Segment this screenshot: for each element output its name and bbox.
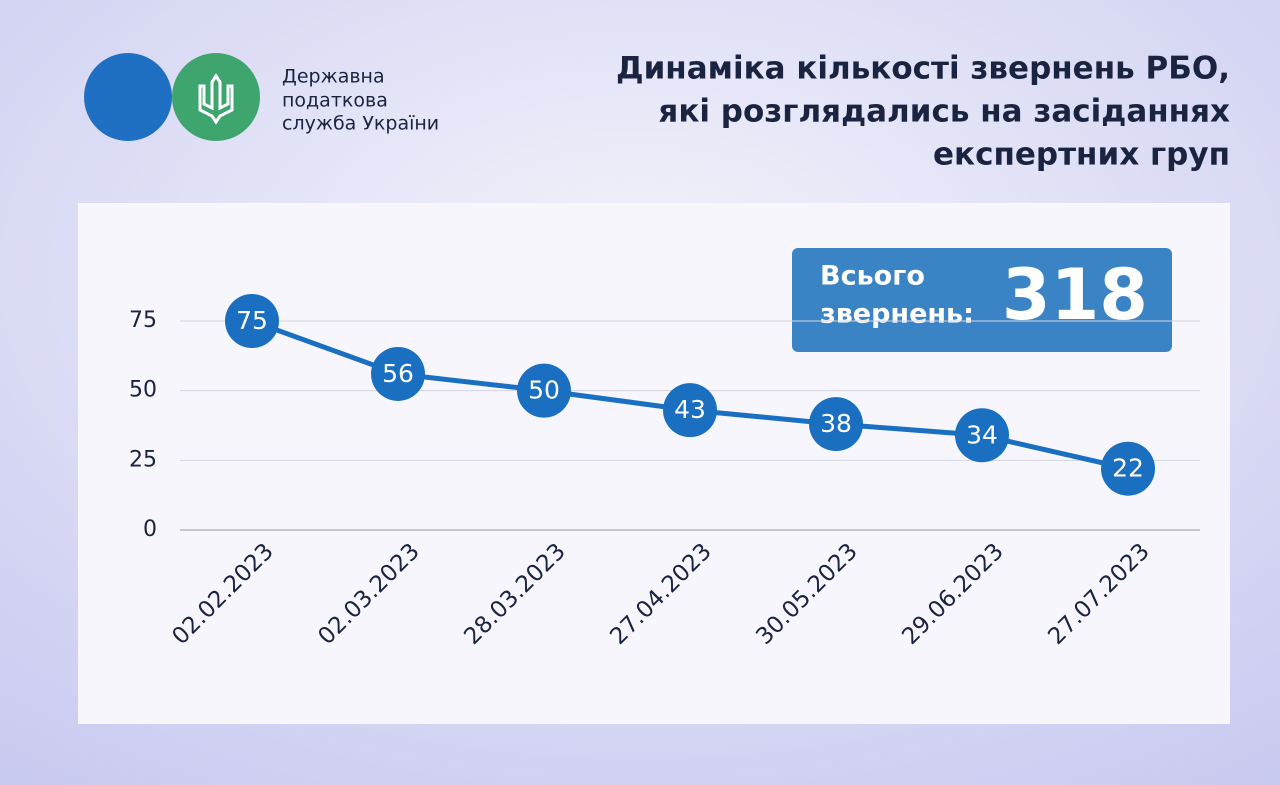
chart-title: Динаміка кількості звернень РБО, які роз… — [616, 51, 1230, 173]
data-point — [225, 294, 279, 348]
title-line: експертних груп — [933, 137, 1230, 173]
y-tick-label: 75 — [129, 308, 157, 333]
data-label: 34 — [966, 420, 998, 449]
data-point — [371, 346, 425, 401]
total: Всього звернень: 318 — [820, 254, 1148, 336]
total-box — [792, 248, 1172, 352]
data-label: 50 — [528, 376, 560, 405]
total-label: Всього — [820, 261, 925, 292]
y-tick-label: 50 — [129, 378, 157, 403]
data-label: 75 — [236, 306, 268, 335]
data-label: 22 — [1112, 454, 1144, 483]
logo-green — [172, 53, 260, 141]
org-line: служба України — [282, 113, 439, 135]
logo-trident — [198, 73, 234, 125]
data-label: 56 — [382, 359, 414, 388]
title-line: які розглядались на засіданнях — [658, 94, 1230, 130]
y-tick-label: 0 — [143, 517, 157, 542]
data-point — [663, 383, 717, 438]
data-point — [1101, 441, 1155, 496]
data-label: 43 — [674, 395, 706, 424]
logo-blue — [84, 53, 172, 141]
total-value: 318 — [1002, 254, 1148, 336]
data-point — [955, 408, 1009, 463]
org-name: Державна податкова служба України — [282, 66, 439, 135]
data-label: 38 — [820, 409, 852, 438]
org-line: податкова — [282, 90, 388, 112]
data-point — [517, 363, 571, 418]
org-line: Державна — [282, 66, 385, 88]
total-label: звернень: — [820, 299, 974, 330]
data-point — [809, 397, 863, 452]
title-line: Динаміка кількості звернень РБО, — [616, 51, 1230, 87]
y-tick-label: 25 — [129, 447, 157, 472]
